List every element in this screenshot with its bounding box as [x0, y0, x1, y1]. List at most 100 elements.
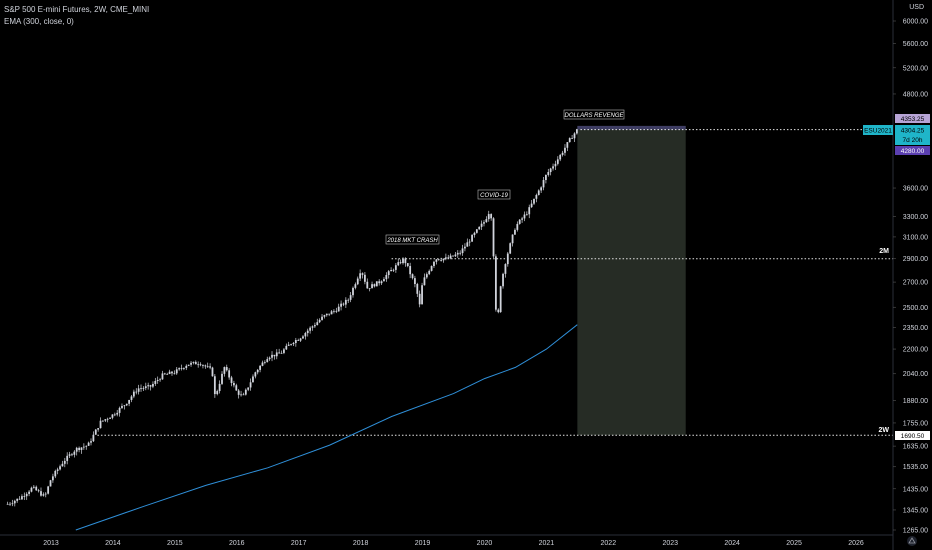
candle-body: [32, 486, 35, 488]
candle-body: [318, 319, 321, 323]
auto-scale-icon[interactable]: [907, 536, 917, 546]
annotation-dollars-revenge[interactable]: DOLLARS REVENGE: [563, 109, 625, 120]
candle-body: [18, 498, 21, 500]
candle-body: [37, 490, 40, 492]
candle-body: [163, 373, 166, 375]
candle-body: [456, 252, 459, 255]
annotation-2018-crash[interactable]: 2018 MKT CRASH: [385, 234, 440, 245]
candle-body: [292, 343, 295, 345]
candle-body: [452, 255, 454, 257]
candle-body: [204, 365, 207, 367]
candle-body: [13, 500, 16, 504]
price-tick-label: 1435.00: [903, 486, 928, 493]
candle-body: [504, 264, 507, 274]
time-tick-label: 2021: [539, 540, 555, 547]
candle-body: [28, 491, 30, 494]
candle-body: [90, 441, 92, 443]
candle-body: [340, 303, 342, 307]
annotation-covid[interactable]: COVID-19: [477, 189, 511, 200]
candle-body: [509, 243, 512, 254]
candle-body: [323, 315, 326, 317]
time-tick-label: 2020: [477, 540, 493, 547]
candle-body: [416, 284, 419, 294]
candle-body: [385, 274, 388, 280]
candle-body: [287, 344, 290, 346]
level-label-2m: 2M: [879, 248, 889, 255]
candle-body: [180, 368, 183, 369]
entry-price-label: 4280.00: [895, 146, 930, 155]
price-tick-label: 1345.00: [903, 507, 928, 514]
price-tick-label: 5600.00: [903, 41, 928, 48]
price-tick-label: 3100.00: [903, 234, 928, 241]
candle-body: [52, 476, 54, 481]
candle-body: [506, 253, 509, 265]
indicator-label[interactable]: EMA (300, close, 0): [4, 17, 74, 26]
candle-body: [82, 446, 85, 448]
candle-body: [516, 223, 519, 230]
candle-body: [125, 403, 128, 406]
candle-body: [97, 428, 100, 430]
price-tick-label: 2900.00: [903, 256, 928, 263]
ema-line[interactable]: [75, 324, 578, 531]
candle-body: [142, 388, 145, 389]
candle-body: [554, 163, 557, 167]
candle-body: [242, 394, 245, 396]
candle-body: [92, 434, 95, 442]
candle-body: [137, 388, 140, 392]
level-label-2w: 2W: [879, 427, 890, 434]
candle-body: [368, 288, 371, 290]
candle-body: [216, 391, 219, 395]
projection-top-band[interactable]: [577, 125, 686, 130]
entry-price-text: 4280.00: [901, 148, 925, 155]
candle-body: [247, 387, 250, 390]
price-tick-label: 2350.00: [903, 325, 928, 332]
candle-body: [321, 316, 323, 320]
candle-body: [392, 269, 395, 271]
time-tick-label: 2014: [105, 540, 121, 547]
candle-body: [433, 261, 435, 267]
price-tick-label: 1265.00: [903, 528, 928, 535]
candle-body: [330, 311, 333, 315]
candle-body: [411, 274, 414, 279]
candle-body: [249, 382, 252, 388]
candle-body: [575, 129, 578, 134]
candle-body: [218, 383, 221, 392]
candle-body: [116, 412, 119, 415]
candle-body: [283, 349, 285, 353]
annotation-2018-crash-text: 2018 MKT CRASH: [386, 238, 438, 244]
candle-body: [313, 325, 316, 327]
candle-body: [42, 494, 45, 496]
price-axis[interactable]: 6000.00 5600.00 5200.00 4800.00 3600.00 3300.…: [893, 19, 928, 535]
candle-body: [537, 190, 540, 195]
candle-body: [518, 219, 521, 224]
price-tick-label: 4800.00: [903, 91, 928, 98]
candle-body: [68, 454, 71, 456]
candle-body: [342, 303, 345, 305]
time-tick-label: 2017: [291, 540, 307, 547]
candle-body: [156, 379, 159, 381]
candle-body: [299, 338, 302, 341]
candle-body: [475, 229, 478, 233]
last-price-text: 4304.25: [901, 128, 925, 135]
candle-body: [561, 152, 564, 155]
candle-body: [466, 242, 469, 247]
candle-body: [263, 362, 266, 363]
candle-body: [468, 241, 471, 243]
symbol-label[interactable]: ESU2021: [863, 125, 893, 135]
candle-body: [294, 340, 297, 344]
candle-body: [71, 454, 73, 456]
candle-body: [209, 366, 211, 368]
candle-body: [502, 273, 504, 287]
time-axis[interactable]: 2013 2014 2015 2016 2017 2018 2019 2020 2021 2022…: [43, 540, 864, 547]
candle-body: [47, 486, 50, 494]
candle-body: [11, 503, 14, 505]
chart-title[interactable]: S&P 500 E-mini Futures, 2W, CME_MINI: [4, 5, 150, 14]
candle-body: [378, 281, 381, 284]
price-tick-label: 3600.00: [903, 186, 928, 193]
candle-body: [571, 138, 574, 139]
price-tick-label: 1880.00: [903, 398, 928, 405]
projection-box[interactable]: [577, 125, 686, 436]
time-tick-label: 2013: [43, 540, 59, 547]
bottom-price-text: 1690.50: [901, 433, 925, 440]
